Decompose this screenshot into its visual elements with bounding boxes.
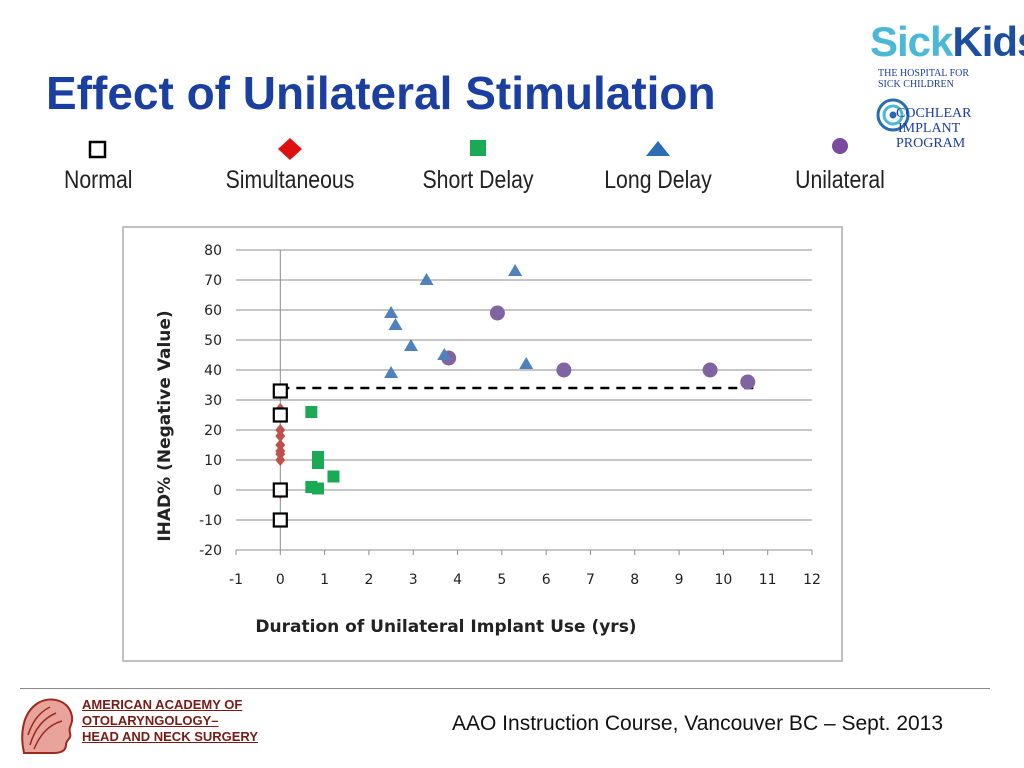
- x-tick-label: 4: [453, 572, 462, 588]
- y-tick-label: 80: [204, 243, 222, 259]
- data-point: [275, 430, 286, 442]
- legend-label: Unilateral: [795, 166, 885, 194]
- cochlear-implant-program-text: COCHLEAR IMPLANT PROGRAM: [896, 106, 971, 151]
- aao-line-3: HEAD AND NECK SURGERY: [82, 729, 258, 744]
- sickkids-wordmark: SickKids: [870, 18, 1024, 66]
- series-long-delay: [384, 264, 534, 378]
- data-points: [272, 264, 756, 528]
- y-tick-label: -10: [199, 513, 222, 529]
- aao-head-logo-icon: [21, 698, 74, 754]
- x-tick-label: 5: [497, 572, 506, 588]
- legend-item-normal: Normal: [58, 138, 138, 195]
- data-point: [388, 318, 403, 330]
- cip-line-3: PROGRAM: [896, 136, 966, 151]
- x-tick-label: 11: [759, 572, 777, 588]
- data-point: [275, 454, 286, 466]
- sickkids-line-2: SICK CHILDREN: [878, 79, 954, 90]
- y-tick-label: 20: [204, 423, 222, 439]
- y-tick-label: 10: [204, 453, 222, 469]
- x-tick-label: 9: [675, 572, 684, 588]
- filled-square-icon: [470, 140, 486, 156]
- footer-text: AAO Instruction Course, Vancouver BC – S…: [452, 712, 944, 735]
- x-tick-label: 2: [364, 572, 373, 588]
- data-point: [384, 366, 399, 378]
- x-tick-label: -1: [229, 572, 243, 588]
- data-point: [272, 407, 288, 423]
- data-point: [419, 273, 434, 285]
- cip-line-2: IMPLANT: [898, 121, 961, 136]
- diamond-icon: [278, 138, 302, 160]
- legend-label: Long Delay: [604, 166, 712, 194]
- data-point: [437, 348, 452, 360]
- data-point: [556, 362, 572, 378]
- series-short-delay: [305, 406, 340, 495]
- gridlines: [235, 249, 813, 555]
- sickkids-subtitle: THE HOSPITAL FOR SICK CHILDREN: [878, 68, 998, 90]
- x-tick-label: 0: [276, 572, 285, 588]
- legend-label: Short Delay: [422, 166, 534, 194]
- data-point: [384, 306, 399, 318]
- legend-item-unilateral: Unilateral: [780, 138, 900, 195]
- legend-item-short-delay: Short Delay: [408, 138, 548, 195]
- legend-label: Normal: [64, 166, 133, 194]
- y-tick-label: 40: [204, 363, 222, 379]
- footer-divider: [20, 688, 990, 689]
- aao-line-2: OTOLARYNGOLOGY–: [82, 713, 219, 728]
- sickkids-word-sick: Sick: [870, 18, 953, 65]
- x-tick-label: 1: [320, 572, 329, 588]
- spiral-icon: [876, 98, 910, 132]
- circle-icon: [832, 138, 848, 154]
- x-tick-label: 10: [714, 572, 732, 588]
- y-tick-label: -20: [199, 543, 222, 559]
- data-point: [702, 362, 718, 378]
- data-point: [272, 482, 288, 498]
- sickkids-word-kids: Kids: [952, 18, 1024, 65]
- data-point: [311, 482, 324, 495]
- data-point: [305, 406, 318, 418]
- data-point: [272, 383, 288, 399]
- x-tick-label: 6: [542, 572, 551, 588]
- sickkids-logo: SickKids THE HOSPITAL FOR SICK CHILDREN …: [870, 18, 1024, 158]
- x-tick-label: 3: [409, 572, 418, 588]
- y-tick-label: 50: [204, 333, 222, 349]
- cip-line-1: COCHLEAR: [896, 106, 972, 121]
- x-axis-label: Duration of Unilateral Implant Use (yrs): [255, 617, 636, 637]
- series-unilateral: [441, 305, 756, 390]
- aao-line-1: AMERICAN ACADEMY OF: [82, 697, 243, 712]
- data-point: [740, 374, 756, 390]
- data-point: [404, 339, 419, 351]
- data-point: [519, 357, 534, 369]
- y-tick-label: 30: [204, 393, 222, 409]
- data-point: [508, 264, 523, 276]
- legend-item-simultaneous: Simultaneous: [210, 138, 370, 195]
- sickkids-line-1: THE HOSPITAL FOR: [878, 68, 970, 79]
- triangle-icon: [646, 141, 670, 156]
- legend-item-long-delay: Long Delay: [590, 138, 726, 195]
- x-tick-label: 7: [586, 572, 595, 588]
- aao-logo-text: AMERICAN ACADEMY OF OTOLARYNGOLOGY– HEAD…: [82, 697, 258, 745]
- data-point: [327, 470, 340, 483]
- x-tick-label: 8: [630, 572, 639, 588]
- data-point: [311, 457, 324, 469]
- y-tick-label: 70: [204, 273, 222, 289]
- open-square-icon: [88, 140, 107, 159]
- y-axis-label: IHAD% (Negative Value): [155, 310, 175, 541]
- data-point: [272, 512, 288, 528]
- legend-label: Simultaneous: [225, 166, 355, 194]
- y-tick-label: 60: [204, 303, 222, 319]
- chart-container: -20 -10 0 10 20 30 40 50 60 70 80 -1 0 1 2 3 4 5 6 7 8 9 10 11 1…: [122, 226, 843, 662]
- y-tick-label: 0: [213, 483, 222, 499]
- slide-title: Effect of Unilateral Stimulation: [46, 67, 716, 119]
- data-point: [489, 305, 505, 321]
- series-normal: [272, 383, 288, 528]
- x-tick-label: 12: [803, 572, 821, 588]
